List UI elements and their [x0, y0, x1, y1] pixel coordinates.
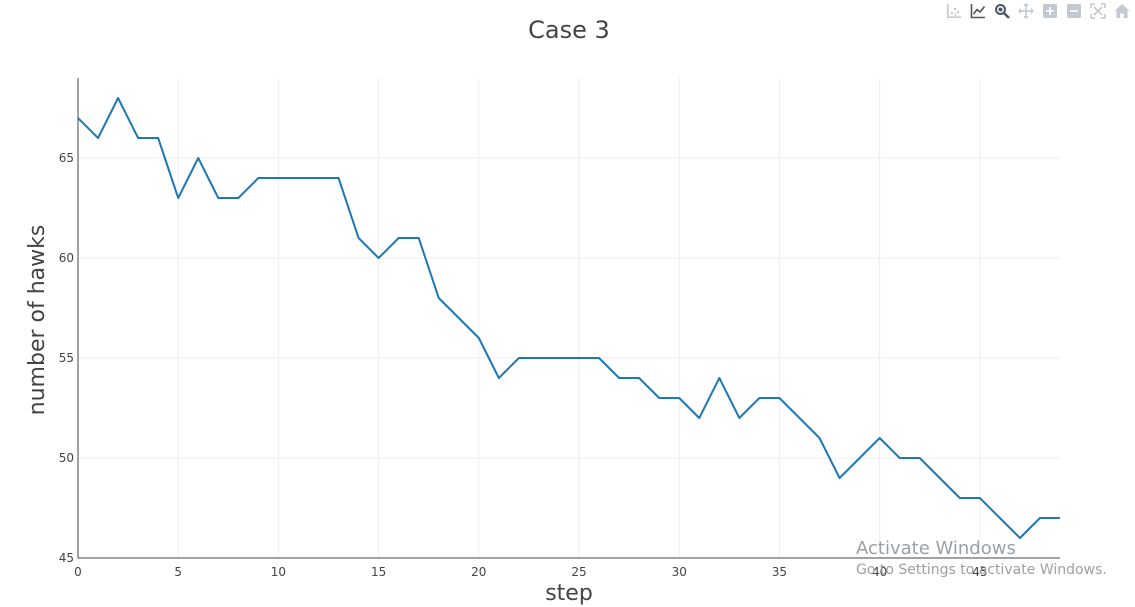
- y-tick-label: 55: [59, 351, 74, 365]
- zoom-in-icon[interactable]: [1041, 2, 1059, 20]
- windows-activation-watermark: Activate Windows Go to Settings to activ…: [856, 538, 1107, 580]
- x-axis-label: step: [545, 581, 593, 606]
- pan-icon[interactable]: [1017, 2, 1035, 20]
- x-tick-label: 40: [872, 565, 887, 579]
- x-tick-label: 15: [371, 565, 386, 579]
- x-tick-label: 30: [672, 565, 687, 579]
- show-closest-icon[interactable]: [969, 2, 987, 20]
- reset-axes-icon[interactable]: [1113, 2, 1131, 20]
- grid-lines: [78, 78, 1060, 558]
- series-line: [77, 97, 1060, 539]
- zoom-out-icon[interactable]: [1065, 2, 1083, 20]
- x-tick-label: 20: [471, 565, 486, 579]
- watermark-subtitle: Go to Settings to activate Windows.: [856, 562, 1107, 578]
- x-tick-label: 5: [174, 565, 182, 579]
- axes: [77, 78, 1060, 559]
- modebar: [945, 2, 1131, 20]
- x-tick-label: 10: [271, 565, 286, 579]
- chart-title: Case 3: [528, 16, 610, 44]
- y-tick-label: 45: [59, 551, 74, 565]
- x-tick-label: 45: [972, 565, 987, 579]
- y-axis-label: number of hawks: [25, 225, 50, 416]
- x-tick-labels: 0 5 10 15 20 25 30 35 40 45: [74, 565, 987, 579]
- watermark-title: Activate Windows: [856, 538, 1016, 559]
- y-tick-labels: 45 50 55 60 65: [59, 151, 74, 565]
- series-layer: [77, 97, 1060, 539]
- y-tick-label: 50: [59, 451, 74, 465]
- x-tick-label: 0: [74, 565, 82, 579]
- y-tick-label: 65: [59, 151, 74, 165]
- autoscale-icon[interactable]: [1089, 2, 1107, 20]
- x-tick-label: 25: [571, 565, 586, 579]
- compare-data-icon[interactable]: [945, 2, 963, 20]
- zoom-icon[interactable]: [993, 2, 1011, 20]
- x-tick-label: 35: [772, 565, 787, 579]
- y-tick-label: 60: [59, 251, 74, 265]
